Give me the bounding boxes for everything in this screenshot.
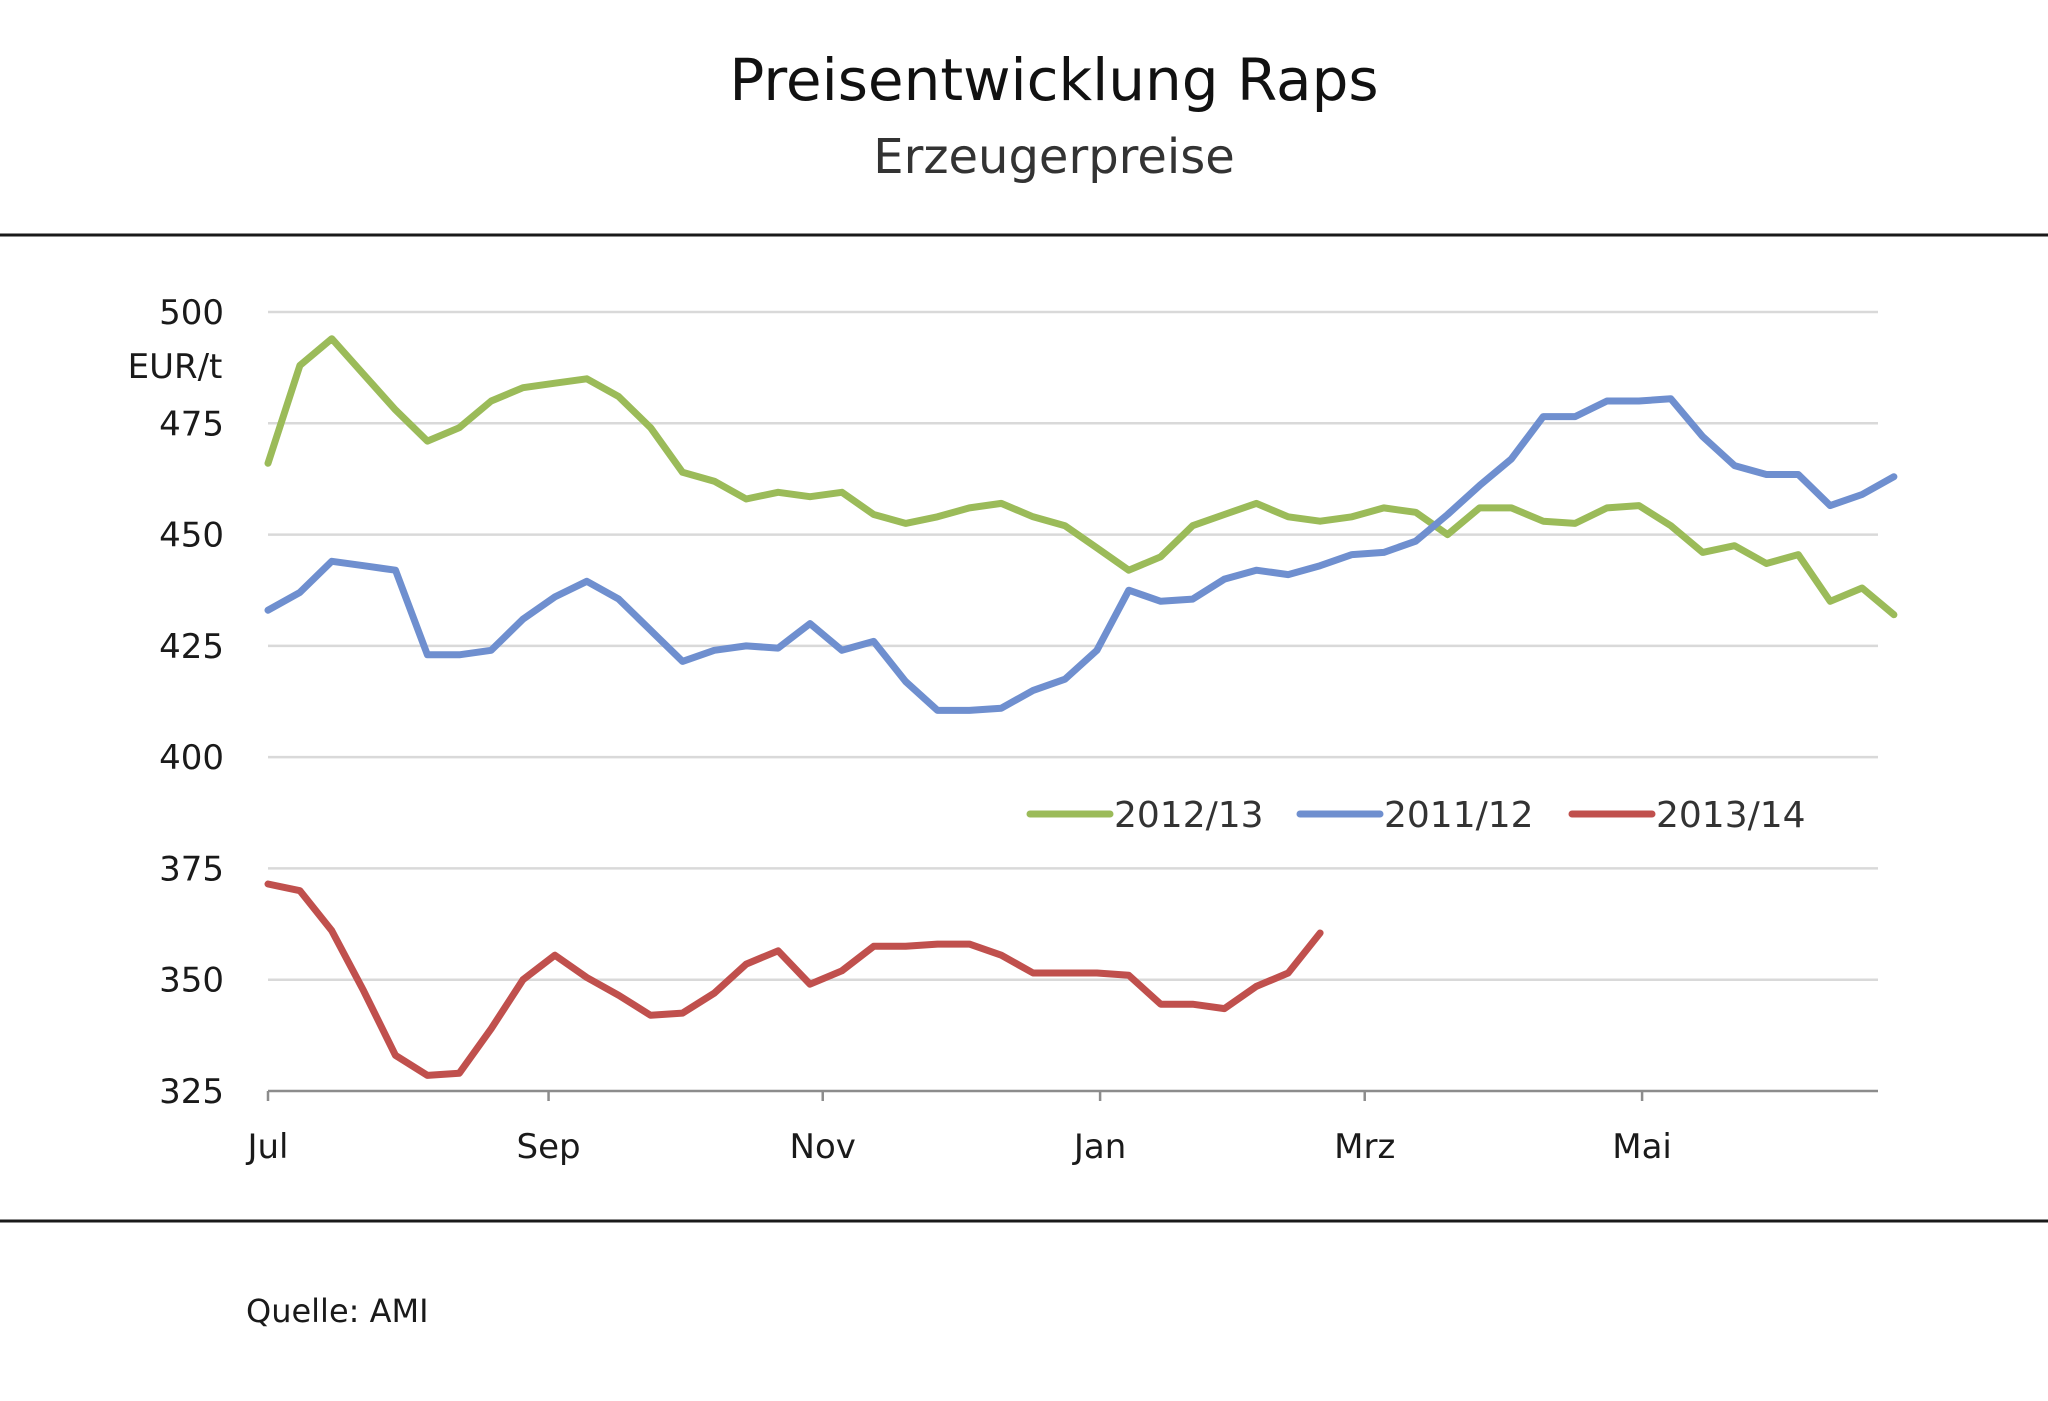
chart-subtitle: Erzeugerpreise [873,129,1235,185]
y-tick-label: 450 [159,516,224,556]
series-line-2012-13 [264,335,1898,619]
gridlines [268,310,1878,981]
x-tick-label: Sep [517,1127,581,1167]
y-axis-unit-label: EUR/t [128,347,223,387]
series-layer [264,335,1898,1079]
legend-label: 2012/13 [1114,795,1264,836]
y-tick-label: 400 [159,738,224,778]
legend-label: 2011/12 [1384,795,1534,836]
y-tick-label: 425 [159,627,224,667]
y-tick-label: 325 [159,1072,224,1112]
chart-title: Preisentwicklung Raps [729,46,1378,114]
series-line-2013-14 [264,880,1324,1079]
x-tick-label: Jul [245,1127,288,1167]
y-tick-label: 350 [159,961,224,1001]
x-tick-label: Mai [1612,1127,1672,1167]
y-tick-label: 375 [159,849,224,889]
x-tick-label: Jan [1072,1127,1126,1167]
legend: 2012/13 2011/12 2013/14 [1026,795,1806,836]
legend-label: 2013/14 [1656,795,1806,836]
series-line-2011-12 [264,395,1898,714]
x-tick-label: Nov [790,1127,856,1167]
x-tick-label: Mrz [1334,1127,1395,1167]
y-tick-label: 475 [159,404,224,444]
x-axis: Jul Sep Nov Jan Mrz Mai [245,1091,1672,1167]
source-note: Quelle: AMI [246,1292,429,1330]
y-axis: 325 350 375 400 425 450 475 500 [159,293,224,1112]
y-tick-label: 500 [159,293,224,333]
